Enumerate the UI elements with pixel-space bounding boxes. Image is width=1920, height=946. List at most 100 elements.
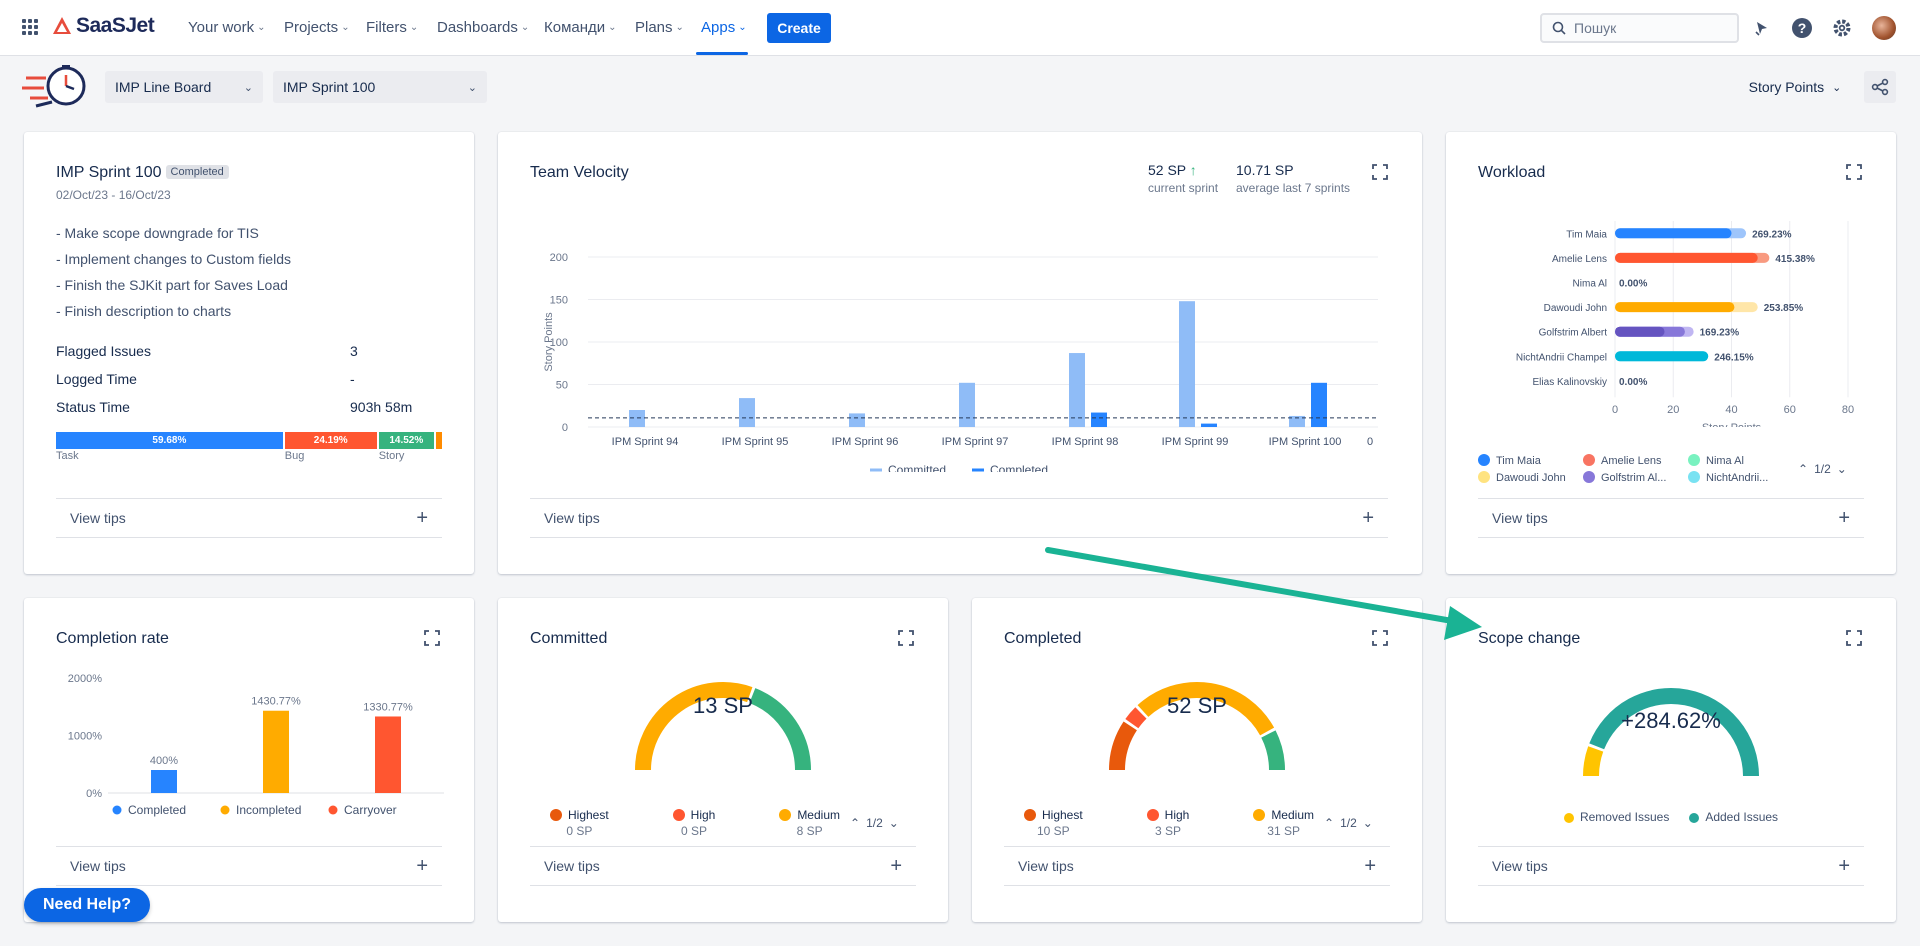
legend-item[interactable]: Nima Al [1688, 454, 1778, 467]
sprint-title: IMP Sprint 100 [56, 164, 162, 181]
metric-select[interactable]: Story Points ⌄ [1736, 71, 1854, 103]
nav-apps[interactable]: Apps ⌄ [701, 19, 747, 36]
legend-dot [550, 809, 562, 821]
plus-icon[interactable]: + [1838, 854, 1850, 877]
view-tips-row[interactable]: View tips + [1478, 498, 1864, 538]
completion-rate-card: Completion rate 0% 1000% 2000% 400% 1430.77%… [24, 598, 474, 922]
distribution-segment[interactable]: 14.52% [378, 432, 434, 449]
user-avatar[interactable] [1872, 16, 1896, 40]
app-switcher-icon[interactable] [22, 19, 38, 35]
board-select[interactable]: IMP Line Board ⌄ [105, 71, 263, 103]
stat-row: Flagged Issues 3 [56, 337, 436, 365]
legend-label: Highest [568, 808, 609, 822]
x-tick-label: IPM Sprint 95 [722, 436, 789, 448]
plus-icon[interactable]: + [890, 854, 902, 877]
plus-icon[interactable]: + [1362, 506, 1374, 529]
legend-pagination[interactable]: ⌃ 1/2 ⌄ [850, 816, 899, 830]
nav-plans[interactable]: Plans ⌄ [635, 19, 684, 36]
legend-item[interactable]: NichtAndrii... [1688, 471, 1778, 484]
y-axis-label: Story Points [543, 312, 555, 372]
nav-projects[interactable]: Projects ⌄ [284, 19, 350, 36]
chevron-down-icon: ⌄ [608, 22, 617, 33]
legend-pagination[interactable]: ⌃ 1/2 ⌄ [1324, 816, 1373, 830]
committed-gauge [635, 682, 811, 771]
plus-icon[interactable]: + [1838, 506, 1850, 529]
legend-item[interactable]: Tim Maia [1478, 454, 1583, 467]
view-tips-row[interactable]: View tips + [1004, 846, 1390, 886]
view-tips-row[interactable]: View tips + [530, 846, 916, 886]
create-button[interactable]: Create [767, 13, 831, 43]
issue-type-labels: Task Bug Story [56, 450, 442, 464]
settings-icon[interactable] [1830, 16, 1854, 40]
data-label: 1330.77% [363, 701, 413, 713]
legend-item[interactable]: Dawoudi John [1478, 471, 1583, 484]
saasjet-logo[interactable]: SaaSJet [52, 14, 155, 38]
legend-label: NichtAndrii... [1706, 472, 1769, 484]
chevron-down-icon: ⌄ [520, 22, 530, 33]
x-tick-label: 20 [1667, 404, 1679, 416]
row-value-label: 415.38% [1775, 254, 1815, 265]
nav-label: Apps [701, 19, 736, 36]
plus-icon[interactable]: + [416, 506, 428, 529]
distribution-segment[interactable]: 24.19% [284, 432, 377, 449]
chevron-up-icon[interactable]: ⌃ [1324, 816, 1335, 830]
average-value: 10.71 SP [1236, 162, 1294, 178]
view-tips-row[interactable]: View tips + [530, 498, 1388, 538]
plus-icon[interactable]: + [416, 854, 428, 877]
chevron-up-icon[interactable]: ⌃ [850, 816, 861, 830]
chevron-up-icon[interactable]: ⌃ [1798, 462, 1809, 476]
need-help-button[interactable]: Need Help? [24, 888, 150, 922]
distribution-segment[interactable] [435, 432, 442, 449]
sprint-summary-card: IMP Sprint 100 Completed 02/Oct/23 - 16/O… [24, 132, 474, 574]
legend-label: Completed [128, 803, 186, 817]
legend-value: 3 SP [1154, 824, 1181, 838]
view-tips-row[interactable]: View tips + [56, 846, 442, 886]
expand-icon[interactable] [1372, 630, 1388, 646]
distribution-segment[interactable]: 59.68% [56, 432, 283, 449]
chevron-down-icon[interactable]: ⌄ [1836, 462, 1847, 476]
legend-item[interactable]: Golfstrim Al... [1583, 471, 1688, 484]
nav-filters[interactable]: Filters ⌄ [366, 19, 418, 36]
distribution-label [436, 450, 442, 464]
expand-icon[interactable] [898, 630, 914, 646]
legend-item: High 0 SP [672, 808, 715, 838]
legend-item[interactable]: Amelie Lens [1583, 454, 1688, 467]
legend-dot [1478, 454, 1490, 466]
expand-icon[interactable] [1846, 164, 1862, 180]
plus-icon[interactable]: + [1364, 854, 1376, 877]
x-tick-label: IPM Sprint 96 [832, 436, 899, 448]
search-input[interactable]: Пошук [1540, 13, 1739, 43]
legend-dot [1688, 454, 1700, 466]
legend-dot [1688, 471, 1700, 483]
nav-teams[interactable]: Команди ⌄ [544, 19, 617, 36]
row-label: Tim Maia [1566, 229, 1607, 240]
expand-icon[interactable] [1372, 164, 1388, 180]
priority-legend: Highest 0 SP High 0 SP Medium 8 SP [550, 808, 840, 838]
expand-icon[interactable] [1846, 630, 1862, 646]
gauge-value: +284.62% [1621, 708, 1721, 733]
legend-label: Medium [797, 808, 840, 822]
row-label: Elias Kalinovskiy [1533, 377, 1607, 388]
notifications-icon[interactable] [1750, 16, 1774, 40]
sprint-dates: 02/Oct/23 - 16/Oct/23 [56, 188, 171, 202]
legend-pagination[interactable]: ⌃ 1/2 ⌄ [1798, 462, 1847, 476]
nav-dashboards[interactable]: Dashboards ⌄ [437, 19, 529, 36]
legend-item: Medium 8 SP [779, 808, 840, 838]
view-tips-row[interactable]: View tips + [1478, 846, 1864, 886]
chevron-down-icon[interactable]: ⌄ [888, 816, 899, 830]
y-tick-label: 0 [562, 422, 568, 434]
committed-card: Committed 13 SP Highest 0 SP High 0 SP Med… [498, 598, 948, 922]
view-tips-row[interactable]: View tips + [56, 498, 442, 538]
help-icon[interactable]: ? [1790, 16, 1814, 40]
y-tick-label: 2000% [68, 673, 102, 685]
x-tick-label: IPM Sprint 94 [612, 436, 679, 448]
sprint-select[interactable]: IMP Sprint 100 ⌄ [273, 71, 487, 103]
share-button[interactable] [1864, 71, 1896, 103]
legend-dot [1689, 813, 1700, 823]
legend-dot [672, 809, 685, 821]
arrow-up-icon: ↑ [1189, 162, 1197, 178]
expand-icon[interactable] [424, 630, 440, 646]
chevron-down-icon[interactable]: ⌄ [1362, 816, 1373, 830]
nav-your-work[interactable]: Your work ⌄ [188, 19, 266, 36]
legend-label: Removed Issues [1579, 810, 1670, 824]
